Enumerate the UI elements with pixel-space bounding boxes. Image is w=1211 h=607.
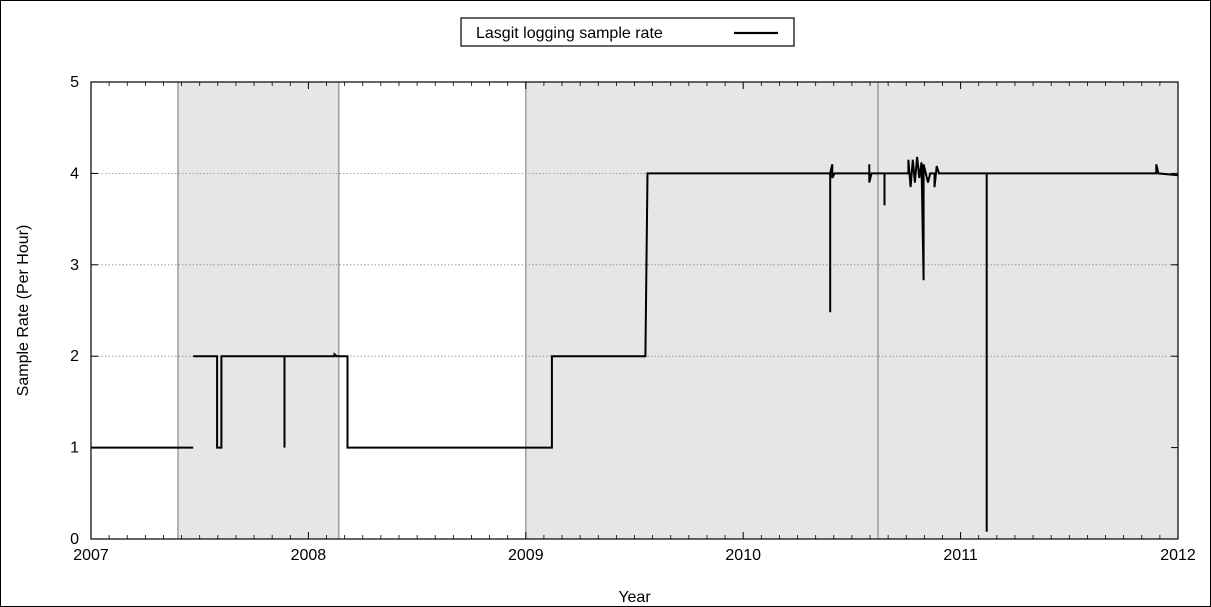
legend-label: Lasgit logging sample rate [476, 25, 663, 42]
y-axis-label: Sample Rate (Per Hour) [15, 225, 32, 397]
y-tick-label-0: 0 [70, 531, 79, 548]
series-lines [91, 156, 1179, 532]
x-tick-label-2008: 2008 [291, 547, 327, 564]
y-tick-label-1: 1 [70, 440, 79, 457]
shaded-period-2 [877, 82, 1178, 539]
shaded-periods [177, 82, 1178, 539]
shaded-period-1 [525, 82, 878, 539]
x-axis-label: Year [618, 589, 651, 606]
shaded-period-0 [177, 82, 339, 539]
period-boundaries [177, 82, 879, 539]
x-tick-label-2010: 2010 [725, 547, 761, 564]
y-tick-label-4: 4 [70, 165, 79, 182]
series-line-0-segment-1 [193, 156, 1179, 532]
y-tick-label-5: 5 [70, 74, 79, 91]
y-tick-label-2: 2 [70, 348, 79, 365]
legend: Lasgit logging sample rate [460, 17, 795, 47]
x-tick-label-2011: 2011 [943, 547, 978, 564]
x-tick-label-2007: 2007 [73, 547, 109, 564]
y-tick-label-3: 3 [70, 257, 79, 274]
x-tick-label-2012: 2012 [1160, 547, 1196, 564]
x-tick-label-2009: 2009 [508, 547, 544, 564]
